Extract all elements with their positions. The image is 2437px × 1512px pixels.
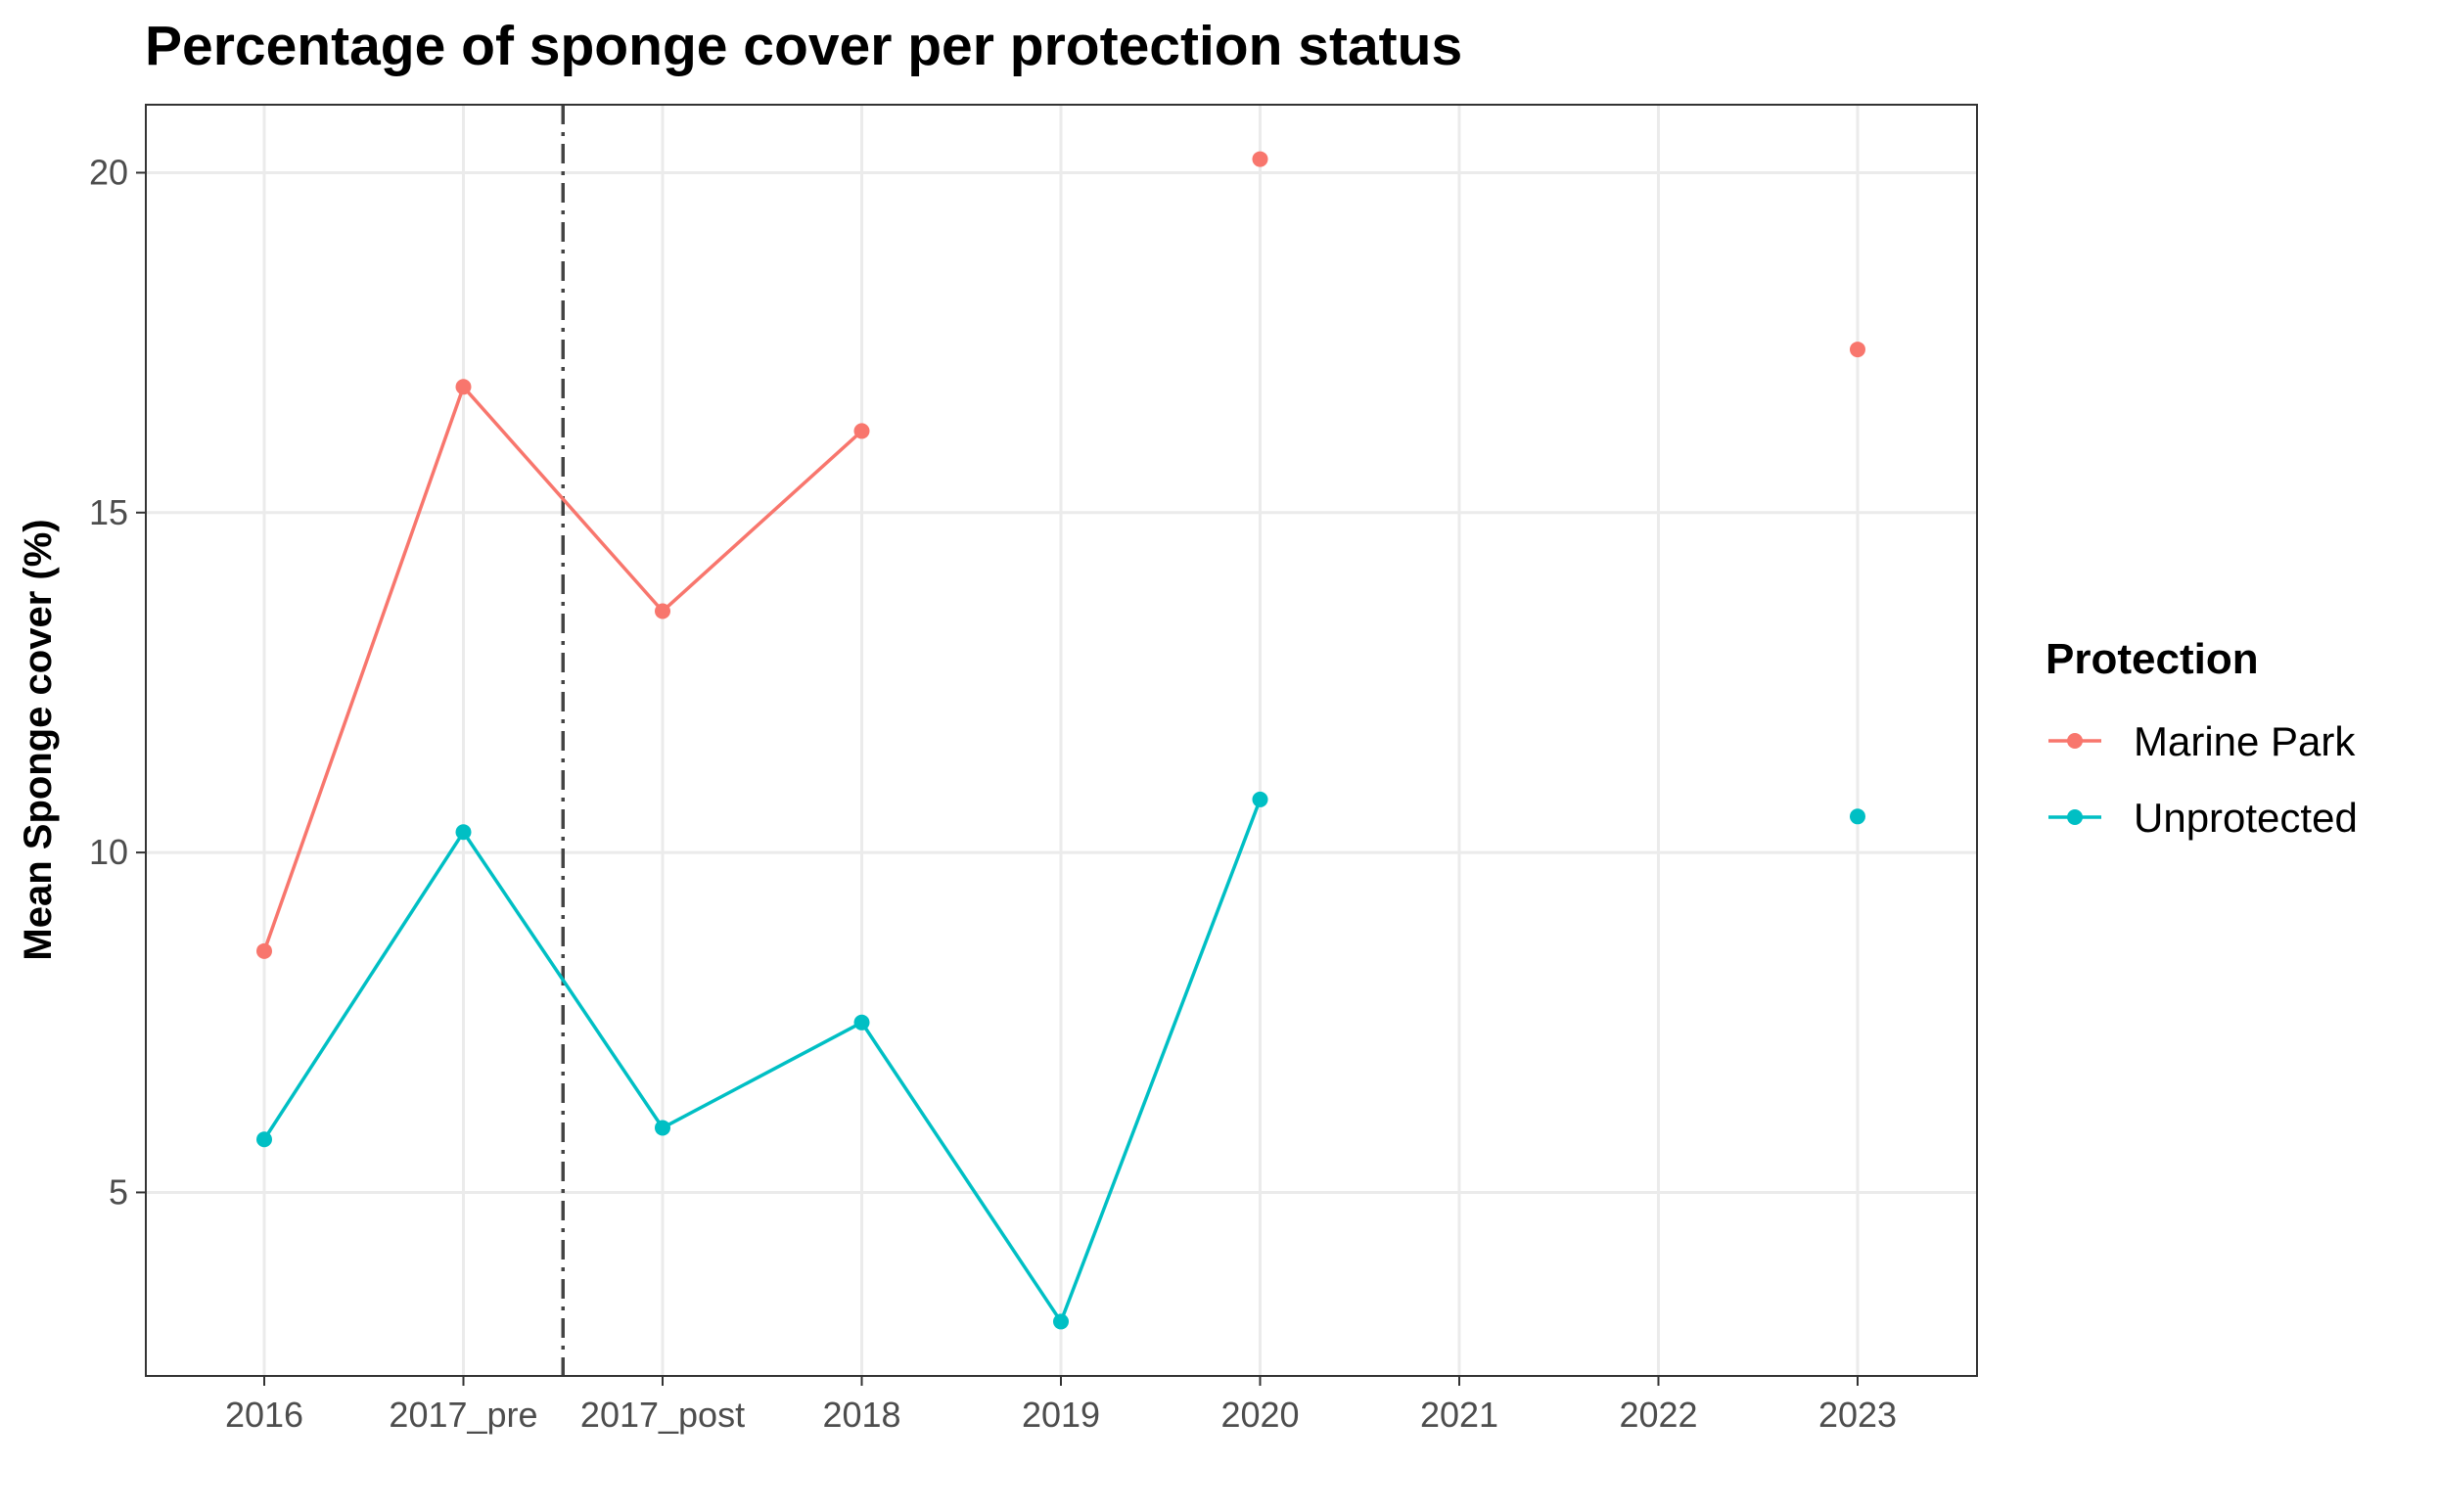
series-layer: [256, 151, 1865, 1330]
series-segment: [262, 386, 466, 952]
x-tick-label: 2018: [822, 1395, 900, 1435]
series-segment: [462, 831, 665, 1129]
data-point: [655, 603, 670, 619]
data-point: [655, 1120, 670, 1136]
y-axis-title: Mean Sponge cover (%): [17, 519, 60, 960]
series-segment: [462, 386, 665, 613]
legend-label: Marine Park: [2134, 718, 2356, 764]
legend-key-point: [2067, 733, 2083, 749]
x-tick-label: 2017_post: [580, 1395, 745, 1435]
chart-title: Percentage of sponge cover per protectio…: [145, 15, 1462, 77]
x-tick-label: 2023: [1818, 1395, 1897, 1435]
x-tick-label: 2016: [225, 1395, 303, 1435]
series-segment: [662, 1021, 863, 1129]
legend-key-point: [2067, 809, 2083, 825]
series-segment: [860, 1021, 1063, 1323]
y-tick-label: 5: [109, 1171, 128, 1212]
data-point: [256, 1131, 272, 1148]
legend-title: Protection: [2046, 635, 2259, 683]
y-tick-label: 15: [89, 492, 128, 532]
data-point: [1850, 808, 1865, 825]
legend-label: Unprotected: [2134, 795, 2358, 841]
series-segment: [262, 831, 465, 1141]
x-axis: 2016 2017_pre 2017_post 2018 2019 2020 2021 202…: [225, 1376, 1897, 1435]
x-tick-label: 2020: [1220, 1395, 1299, 1435]
data-point: [1252, 791, 1268, 807]
data-point: [1053, 1313, 1069, 1330]
x-tick-label: 2022: [1619, 1395, 1697, 1435]
data-point: [455, 379, 472, 395]
data-point: [455, 824, 472, 841]
y-tick-label: 20: [89, 152, 128, 192]
series-segment: [661, 430, 863, 613]
y-tick-label: 10: [89, 832, 128, 872]
series-marine-park: [256, 151, 1865, 959]
y-axis: 5 10 15 20: [89, 152, 146, 1212]
data-point: [1850, 342, 1865, 358]
data-point: [256, 942, 272, 959]
data-point: [853, 423, 870, 439]
series-segment: [1059, 799, 1263, 1323]
series-unprotected: [256, 791, 1865, 1330]
x-tick-label: 2019: [1022, 1395, 1100, 1435]
data-point: [1252, 151, 1268, 167]
grid-layer: [146, 105, 1977, 1376]
x-tick-label: 2017_pre: [389, 1395, 537, 1435]
legend: Protection Marine Park Unprotected: [2046, 635, 2358, 841]
x-tick-label: 2021: [1420, 1395, 1498, 1435]
data-point: [853, 1014, 870, 1031]
